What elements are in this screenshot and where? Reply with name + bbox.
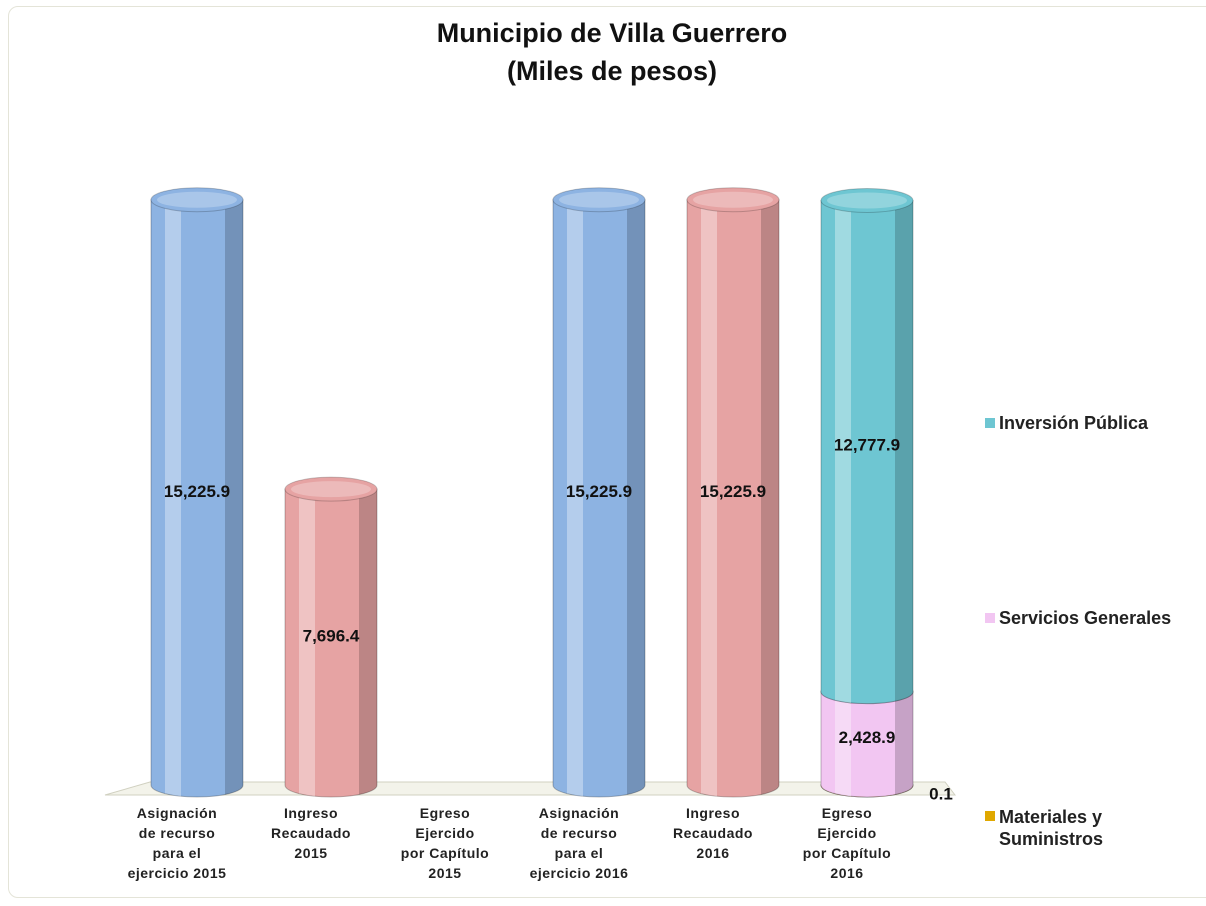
x-tick-label: para el [153,845,202,861]
x-tick-label: de recurso [139,825,216,841]
bar-cap [284,476,378,502]
bar [820,199,914,705]
bar-cap [552,187,646,213]
x-tick-label: por Capítulo [803,845,891,861]
bar-cap-shine [693,191,773,208]
bar-cap [150,187,244,213]
chart-title: Municipio de Villa Guerrero [437,18,788,48]
bar-cap-shine [559,191,639,208]
x-tick-label: por Capítulo [401,845,489,861]
x-tick-label: ejercicio 2015 [128,865,227,881]
legend-label: Servicios Generales [999,608,1172,628]
x-tick-label: 2015 [294,845,327,861]
x-tick-label: Ejercido [817,825,876,841]
x-tick-label: Asignación [137,805,217,821]
legend-swatch [985,418,995,428]
bar-shade [761,199,780,795]
x-tick-label: 2016 [696,845,729,861]
bar-highlight [835,691,851,797]
bar [150,199,244,798]
x-tick-label: de recurso [541,825,618,841]
bar [284,488,378,798]
x-tick-label: Ingreso [284,805,338,821]
bar-shade [895,691,914,795]
x-tick-label: Recaudado [673,825,753,841]
bar-cap [820,187,914,213]
bar-shade [359,489,378,795]
legend-label: Inversión Pública [999,413,1149,433]
chart-frame [8,6,1206,898]
bar-cap-shine [291,481,371,498]
bar [686,199,780,798]
x-tick-label: Asignación [539,805,619,821]
legend-swatch [985,811,995,821]
chart-title: (Miles de pesos) [507,56,717,86]
bar-shade [225,199,244,795]
x-tick-label: Ingreso [686,805,740,821]
bar-cap [686,187,780,213]
bar-highlight [299,489,315,797]
x-tick-label: Egreso [822,805,872,821]
bar [820,691,914,798]
data-label: 2,428.9 [839,728,896,747]
bar-highlight [701,199,717,797]
data-label: 15,225.9 [164,482,230,501]
data-label: 15,225.9 [700,482,766,501]
data-label: 7,696.4 [303,627,360,646]
bar-highlight [165,199,181,797]
x-tick-label: para el [555,845,604,861]
x-tick-label: Ejercido [415,825,474,841]
x-tick-label: Egreso [420,805,470,821]
bar-shade [627,199,646,795]
data-label: 0.1 [929,784,953,803]
legend-entry: Materiales y Suministros [985,806,1149,850]
x-tick-label: 2015 [428,865,461,881]
legend-swatch [985,613,995,623]
x-tick-label: Recaudado [271,825,351,841]
bar-shade [895,200,914,702]
x-tick-label: ejercicio 2016 [530,865,629,881]
x-tick-label: 2016 [830,865,863,881]
bar-highlight [835,200,851,704]
legend-entry: Servicios Generales [985,608,1171,629]
data-label: 12,777.9 [834,436,900,455]
data-label: 15,225.9 [566,482,632,501]
legend-entry: Inversión Pública [985,413,1148,434]
bar-highlight [567,199,583,797]
bar-cap-shine [827,192,907,209]
legend-label: Materiales y Suministros [999,807,1104,849]
bar-cap-shine [157,191,237,208]
bar [552,199,646,798]
